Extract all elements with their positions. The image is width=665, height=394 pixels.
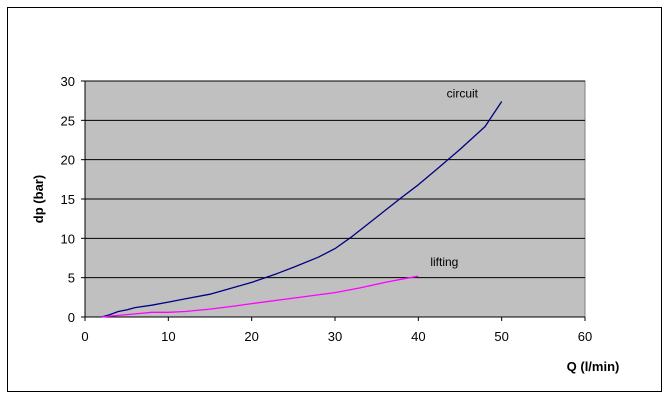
x-tick-label-30: 30 <box>328 329 342 344</box>
tick-labels: 0 5 10 15 20 25 30 0 10 20 30 40 50 60 <box>61 74 593 344</box>
x-tick-label-20: 20 <box>244 329 258 344</box>
y-tick-label-0: 0 <box>68 310 75 325</box>
x-tick-label-40: 40 <box>411 329 425 344</box>
x-axis-title: Q (l/min) <box>567 359 620 374</box>
x-tick-label-60: 60 <box>578 329 592 344</box>
series-label-lifting: lifting <box>430 255 458 269</box>
x-tick-label-10: 10 <box>161 329 175 344</box>
y-tick-label-5: 5 <box>68 271 75 286</box>
y-tick-label-15: 15 <box>61 192 75 207</box>
series-label-circuit: circuit <box>447 86 479 100</box>
x-tick-label-0: 0 <box>81 329 88 344</box>
series <box>101 101 503 318</box>
axes <box>81 80 586 321</box>
gridlines <box>85 80 585 279</box>
y-tick-label-25: 25 <box>61 113 75 128</box>
series-line-lifting <box>101 275 419 318</box>
y-tick-label-20: 20 <box>61 153 75 168</box>
y-axis-title: dp (bar) <box>31 175 46 223</box>
y-tick-label-10: 10 <box>61 231 75 246</box>
y-tick-label-30: 30 <box>61 74 75 89</box>
series-labels: circuit lifting <box>430 86 478 269</box>
x-tick-label-50: 50 <box>494 329 508 344</box>
series-line-circuit <box>101 101 503 318</box>
